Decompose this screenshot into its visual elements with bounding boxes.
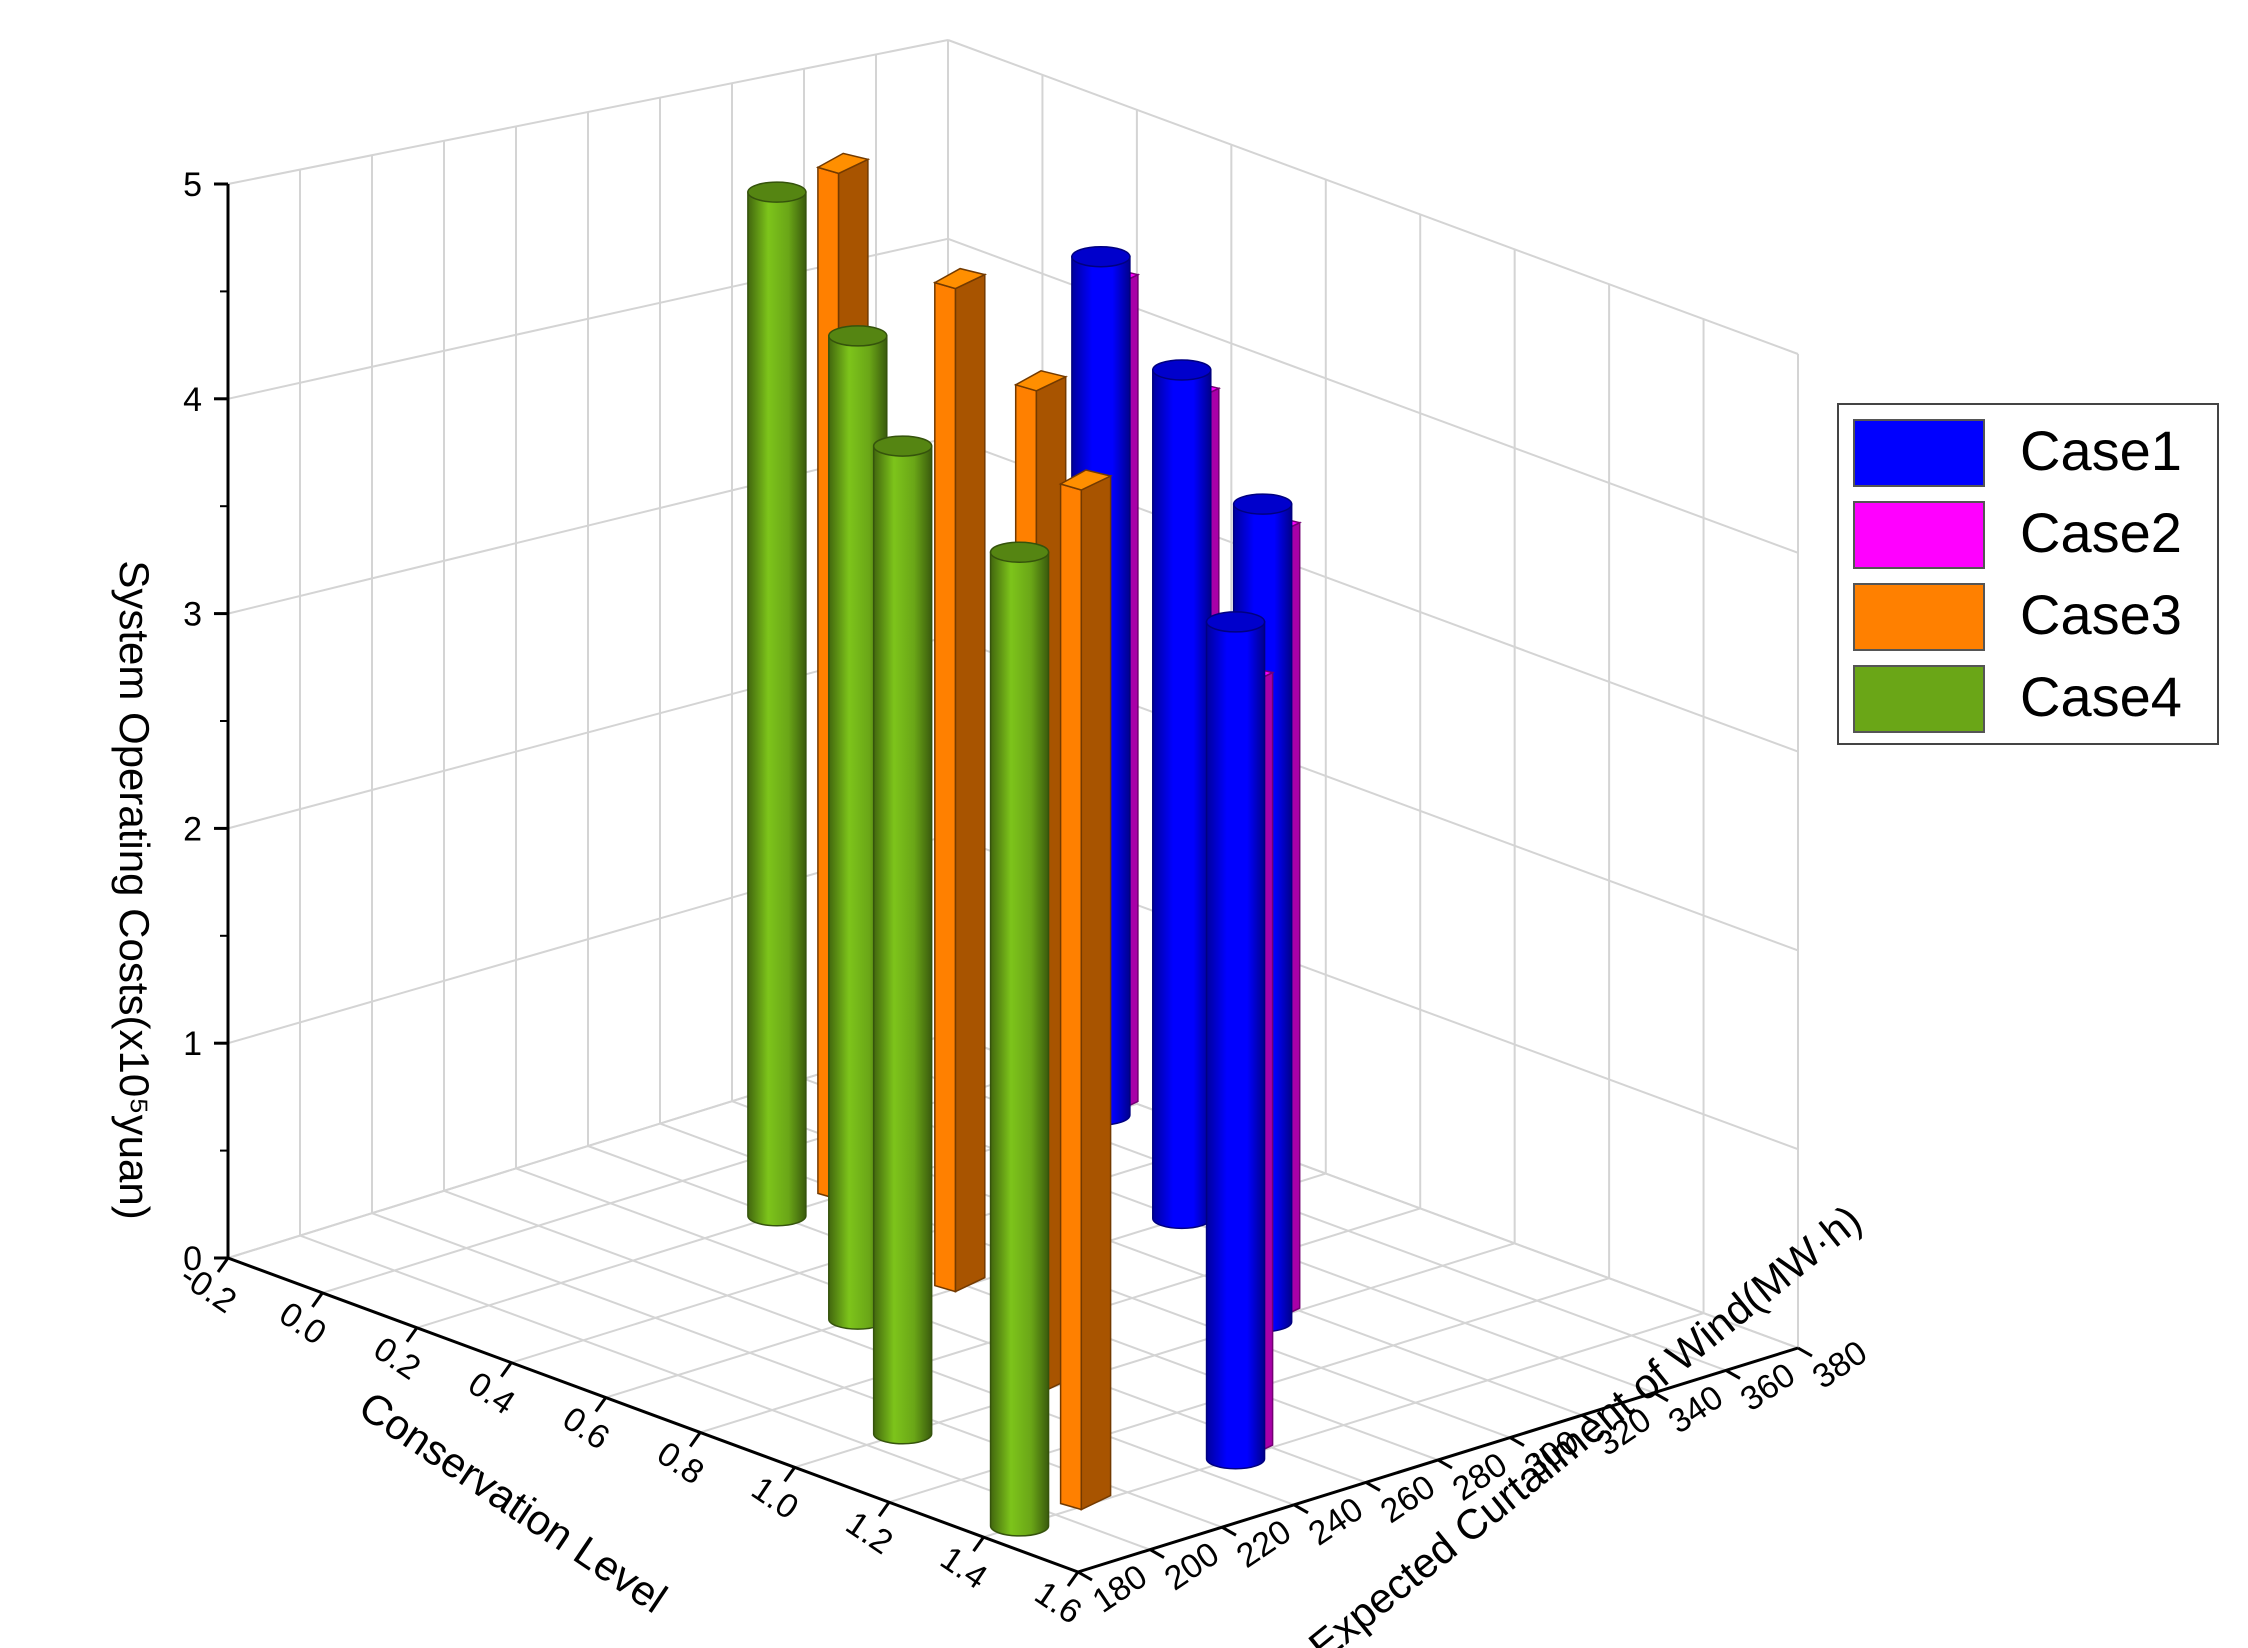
legend: Case1 Case2 Case3 Case4 (1837, 403, 2219, 745)
case3-bar-side (954, 273, 986, 1293)
bars (747, 152, 1302, 1537)
x-tick-label: 0.2 (367, 1330, 427, 1388)
wall-gridline (947, 39, 1799, 355)
grid-walls (227, 39, 1799, 1573)
legend-swatch-case1 (1853, 419, 1985, 487)
z-tick-label: 0 (183, 1240, 202, 1278)
case1-bar-top (1232, 493, 1293, 515)
x-axis-title: Conservation Level (351, 1382, 675, 1622)
x-tick (311, 1292, 324, 1308)
z-tick-label: 3 (183, 596, 202, 634)
z-tick-label: 1 (183, 1025, 202, 1063)
case4-bar-body (872, 445, 933, 1445)
y-tick (1581, 1413, 1597, 1425)
case3-bar-front (934, 281, 957, 1293)
floor-gridline (443, 1189, 1295, 1506)
x-tick-label: 0.0 (272, 1295, 332, 1353)
case4-bar-body (747, 191, 807, 1227)
case4-bar-top (747, 181, 807, 203)
legend-swatch-case3 (1853, 583, 1985, 651)
x-tick (783, 1466, 796, 1483)
y-axis-title: Expected Curtailment of Wind(MW·h) (1300, 1196, 1870, 1648)
x-tick-label: 1.4 (933, 1539, 993, 1597)
x-tick (500, 1361, 513, 1378)
case1-bar (1205, 611, 1266, 1470)
x-tick (405, 1326, 419, 1343)
x-tick-label: 1.2 (839, 1504, 899, 1562)
legend-swatch-case4 (1853, 665, 1985, 733)
y-tick (1653, 1391, 1669, 1403)
case3-bar (1058, 469, 1113, 1511)
case4-bar-top (828, 325, 888, 347)
case3-bar-top (815, 152, 871, 175)
y-tick (1437, 1458, 1453, 1470)
x-tick-label: 0.8 (650, 1434, 710, 1492)
case4-bar-top (872, 435, 933, 457)
case3-bar-front (1059, 483, 1083, 1511)
legend-label-case4: Case4 (2020, 665, 2182, 728)
legend-label-case2: Case2 (2020, 501, 2182, 564)
legend-label-case1: Case1 (2020, 419, 2182, 482)
case3-bar-top (1058, 469, 1113, 491)
case3-bar-top (1013, 370, 1068, 392)
case3-bar-side (1080, 474, 1112, 1511)
z-tick-label: 4 (183, 381, 202, 419)
x-tick-label: 0.4 (461, 1365, 521, 1423)
y-tick (1365, 1481, 1381, 1492)
y-tick (1797, 1346, 1813, 1358)
x-tick (972, 1536, 985, 1552)
x-tick-label: 1.6 (1028, 1574, 1088, 1632)
x-tick-label: 0.6 (556, 1399, 616, 1457)
z-tick-label: 5 (183, 166, 202, 204)
case3-bar (932, 267, 988, 1293)
case4-bar (747, 181, 807, 1227)
y-tick (1725, 1369, 1741, 1380)
legend-swatch-case2 (1853, 501, 1985, 569)
y-tick (1077, 1570, 1093, 1582)
case4-bar (989, 541, 1050, 1537)
y-tick (1293, 1503, 1309, 1515)
case4-bar (872, 435, 933, 1445)
y-tick (1221, 1525, 1237, 1537)
x-tick (877, 1501, 891, 1518)
case1-bar-top (1205, 611, 1266, 633)
y-tick-label: 380 (1806, 1333, 1874, 1396)
case1-bar-body (1205, 621, 1266, 1470)
case1-bar-top (1152, 359, 1212, 381)
case1-bar-top (1071, 245, 1131, 268)
x-tick (689, 1431, 702, 1448)
y-tick (1149, 1548, 1165, 1559)
x-tick-label: 1.0 (745, 1469, 805, 1527)
case4-bar-body (989, 551, 1050, 1537)
x-axis-line (227, 1256, 1079, 1574)
legend-label-case3: Case3 (2020, 583, 2182, 646)
x-tick (1066, 1571, 1080, 1587)
x-tick (216, 1257, 230, 1273)
x-tick (594, 1396, 607, 1413)
z-tick-label: 2 (183, 810, 202, 848)
y-tick (1509, 1436, 1525, 1447)
wall-gridline (227, 39, 949, 185)
case4-bar-top (989, 541, 1050, 563)
z-axis-title: System Operating Costs(x10⁵yuan) (111, 560, 158, 1219)
case1-bar (1152, 359, 1212, 1230)
case3-bar-top (932, 267, 988, 290)
case1-bar-body (1152, 369, 1212, 1230)
